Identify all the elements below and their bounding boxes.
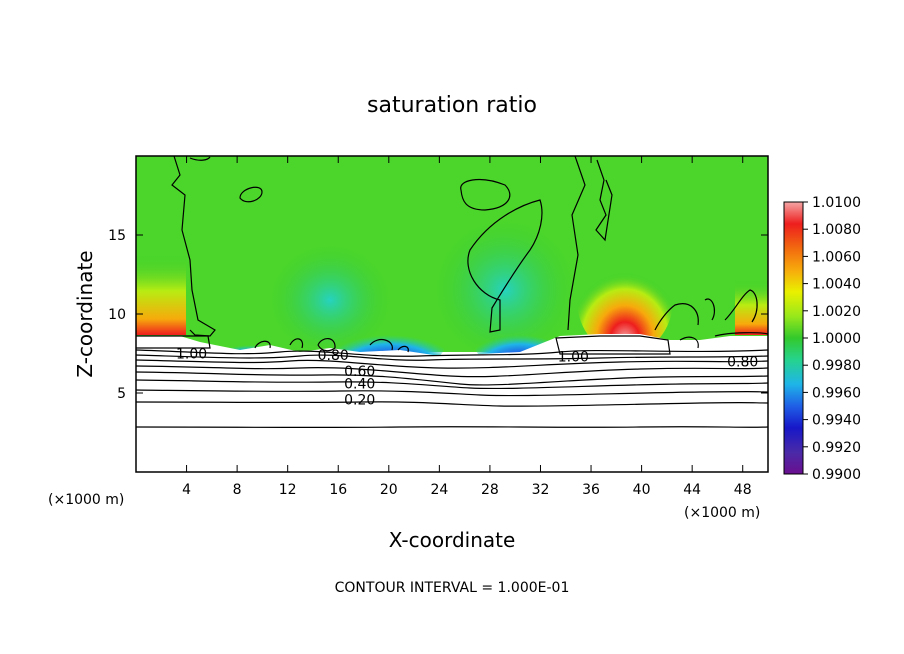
colorbar-ticks: 1.0100 1.0080 1.0060 1.0040 1.0020 1.0000 0.99…: [803, 195, 861, 483]
contour-label: 0.80: [318, 348, 349, 364]
colorbar-tick-label: 0.9980: [812, 358, 861, 374]
chart-title: saturation ratio: [367, 93, 537, 118]
contour-label: 0.60: [344, 364, 375, 380]
colorbar: 1.0100 1.0080 1.0060 1.0040 1.0020 1.0000 0.99…: [783, 195, 861, 483]
x-axis-ticks: 4 8 12 16 20 24 28 32 36 40 44 48: [182, 156, 752, 498]
colorbar-gradient: [783, 201, 804, 475]
plot-area: [136, 156, 768, 472]
y-axis-label: Z-coordinate: [73, 250, 97, 377]
y-tick-label: 10: [108, 307, 126, 323]
colorbar-tick-label: 1.0080: [812, 222, 861, 238]
field-supersaturated-edge: [735, 280, 768, 335]
colorbar-tick-label: 1.0000: [812, 331, 861, 347]
x-unit-label-left: (×1000 m): [48, 492, 124, 508]
y-tick-label: 5: [117, 386, 126, 402]
colorbar-tick-label: 1.0020: [812, 304, 861, 320]
colorbar-tick-label: 1.0100: [812, 195, 861, 211]
colorbar-tick-label: 1.0060: [812, 249, 861, 265]
contour-label: 1.00: [558, 350, 589, 366]
x-unit-label-right: (×1000 m): [684, 505, 760, 521]
x-tick-label: 44: [683, 482, 701, 498]
x-tick-label: 28: [481, 482, 499, 498]
x-tick-label: 16: [329, 482, 347, 498]
y-tick-label: 15: [108, 228, 126, 244]
colorbar-tick-label: 1.0040: [812, 277, 861, 293]
x-tick-label: 24: [430, 482, 448, 498]
contour-label: 0.20: [344, 392, 375, 408]
contour-label: 0.80: [727, 354, 758, 370]
y-axis-ticks: 5 10 15: [108, 228, 768, 402]
colorbar-tick-label: 0.9940: [812, 413, 861, 429]
colorbar-tick-label: 0.9920: [812, 440, 861, 456]
x-tick-label: 36: [582, 482, 600, 498]
field-supersaturated-plume: [577, 245, 673, 355]
x-axis-label: X-coordinate: [389, 528, 516, 552]
contour-label: 0.40: [344, 377, 375, 393]
x-tick-label: 48: [734, 482, 752, 498]
contour-interval-note: CONTOUR INTERVAL = 1.000E-01: [335, 580, 570, 596]
x-tick-label: 20: [380, 482, 398, 498]
colorbar-tick-label: 0.9900: [812, 467, 861, 483]
x-tick-label: 40: [633, 482, 651, 498]
x-tick-label: 32: [532, 482, 550, 498]
contour-lines: [136, 156, 768, 429]
field-supersaturated-edge: [136, 255, 186, 335]
x-tick-label: 8: [233, 482, 242, 498]
x-tick-label: 12: [279, 482, 297, 498]
colorbar-tick-label: 0.9960: [812, 385, 861, 401]
contour-label-group: 1.00 0.800.600.400.201.00 0.80: [176, 347, 758, 409]
contour-label: 1.00: [176, 347, 207, 363]
x-tick-label: 4: [182, 482, 191, 498]
